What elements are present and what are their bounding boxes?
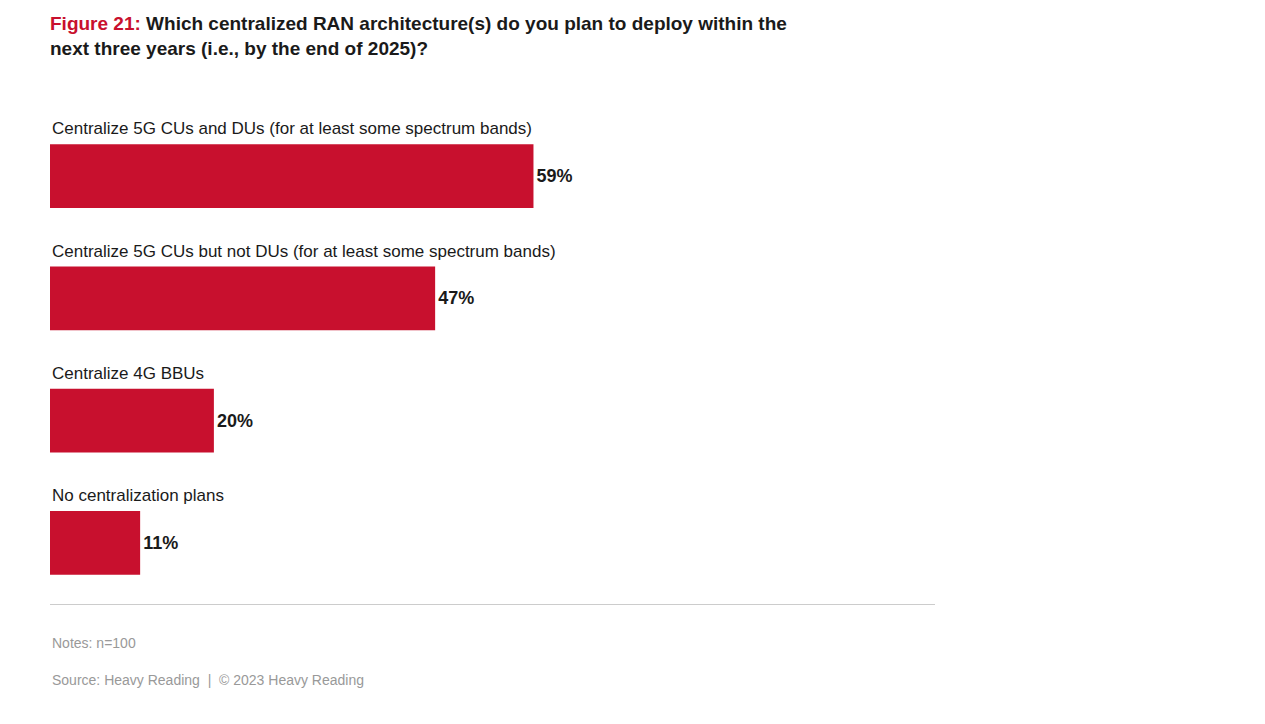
svg-text:Figure 21: Which centralized R: Figure 21: Which centralized RAN archite… [50,13,787,59]
svg-text:59%: 59% [536,166,572,186]
svg-text:Centralize 5G CUs and DUs (for: Centralize 5G CUs and DUs (for at least … [52,119,532,138]
svg-text:11%: 11% [143,533,178,553]
svg-text:20%: 20% [217,411,253,431]
svg-text:Centralize 5G CUs but not DUs: Centralize 5G CUs but not DUs (for at le… [52,242,556,261]
svg-text:47%: 47% [438,288,474,308]
svg-text:Notes: n=100: Notes: n=100 [52,635,136,651]
svg-text:Centralize 4G BBUs: Centralize 4G BBUs [52,364,204,383]
svg-text:No centralization plans: No centralization plans [52,486,224,505]
svg-text:Source: Heavy Reading | © 20: Source: Heavy Reading | © 2023 Heavy Rea… [52,672,364,688]
